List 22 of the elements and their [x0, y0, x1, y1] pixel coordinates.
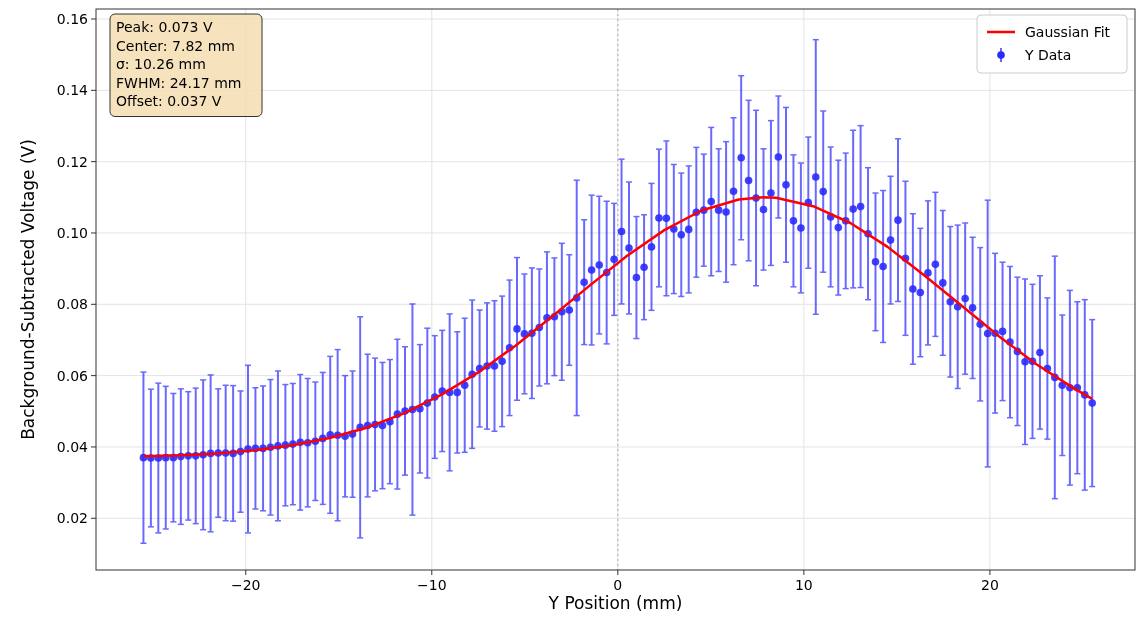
annotation: Offset: 0.037 V	[116, 93, 222, 109]
y-tick-label: 0.04	[56, 438, 89, 455]
y-axis-title: Background-Subtracted Voltage (V)	[18, 139, 38, 440]
x-tick-label: −10	[417, 577, 447, 593]
y-tick-label: 0.08	[56, 296, 88, 313]
x-tick-label: 0	[613, 577, 623, 593]
y-tick-label: 0.16	[56, 10, 89, 27]
legend-label: Gaussian Fit	[1025, 24, 1111, 40]
y-tick-label: 0.06	[56, 367, 89, 384]
x-tick-label: 10	[794, 577, 813, 593]
legend-label: Y Data	[1024, 47, 1072, 63]
annotation: σ: 10.26 mm	[116, 56, 206, 72]
annotation: Peak: 0.073 V	[116, 19, 213, 35]
y-tick-label: 0.02	[56, 510, 88, 527]
y-tick-label: 0.14	[56, 82, 89, 99]
y-tick-label: 0.12	[56, 153, 88, 170]
x-axis-title: Y Position (mm)	[547, 593, 683, 613]
annotation: Center: 7.82 mm	[116, 37, 235, 54]
annotation: FWHM: 24.17 mm	[116, 74, 242, 91]
x-tick-label: −20	[230, 577, 261, 593]
y-tick-label: 0.10	[56, 224, 88, 241]
x-tick-label: 20	[980, 577, 999, 593]
